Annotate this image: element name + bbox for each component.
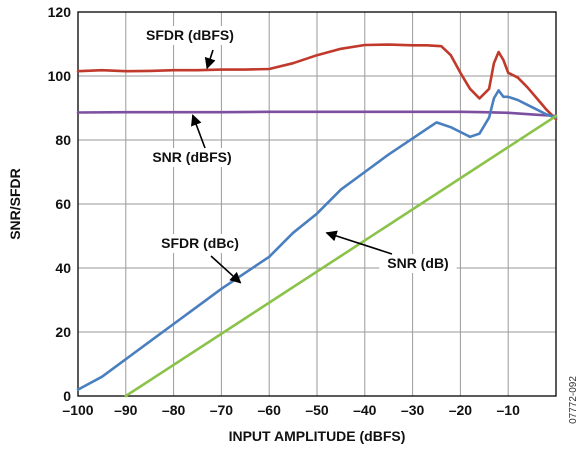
annotation-label: SFDR (dBc) — [161, 235, 239, 251]
y-tick-label: 120 — [48, 4, 72, 20]
annotation-bg — [153, 234, 247, 253]
y-tick-label: 20 — [55, 324, 71, 340]
annotation-arrow — [204, 49, 216, 70]
series-line-0 — [76, 43, 558, 121]
series-line-2 — [76, 89, 558, 391]
series-lines — [76, 43, 558, 398]
y-axis-title: SNR/SFDR — [7, 168, 23, 240]
x-axis-ticks: –100 –90 –80 –70 –60 –50 –40 –30 –20 –10 — [62, 402, 520, 418]
x-tick-label: –10 — [497, 402, 521, 418]
x-tick-label: –70 — [210, 402, 234, 418]
plot-frame — [77, 11, 557, 397]
x-tick-label: –100 — [62, 402, 93, 418]
y-tick-label: 80 — [55, 132, 71, 148]
annotation-arrow — [325, 230, 393, 255]
series-line-3 — [124, 114, 558, 398]
annotation-label: SNR (dB) — [387, 255, 448, 271]
x-tick-label: –20 — [449, 402, 473, 418]
y-axis-ticks: 0 20 40 60 80 100 120 — [48, 4, 72, 404]
annotation-bg — [145, 148, 239, 167]
annotation-label: SFDR (dBFS) — [146, 27, 234, 43]
y-tick-label: 100 — [48, 68, 72, 84]
x-tick-label: –50 — [305, 402, 329, 418]
x-tick-label: –80 — [162, 402, 186, 418]
annotation-arrow — [191, 114, 206, 149]
grid — [78, 12, 556, 396]
series-line-1 — [76, 110, 558, 118]
y-tick-label: 0 — [63, 388, 71, 404]
annotation-label: SNR (dBFS) — [152, 149, 231, 165]
annotation-bg — [379, 254, 457, 273]
y-tick-label: 40 — [55, 260, 71, 276]
annotation-arrow — [210, 255, 242, 284]
annotation-bg — [138, 26, 242, 45]
figure-id: 07772-092 — [568, 376, 579, 424]
x-axis-title: INPUT AMPLITUDE (dBFS) — [229, 428, 406, 444]
annotations: SFDR (dBFS) SNR (dBFS) SFDR (dBc) SNR (dB) — [138, 26, 457, 284]
x-tick-label: –90 — [114, 402, 138, 418]
x-tick-label: –60 — [258, 402, 282, 418]
y-tick-label: 60 — [55, 196, 71, 212]
x-tick-label: –40 — [353, 402, 377, 418]
x-tick-label: –30 — [401, 402, 425, 418]
